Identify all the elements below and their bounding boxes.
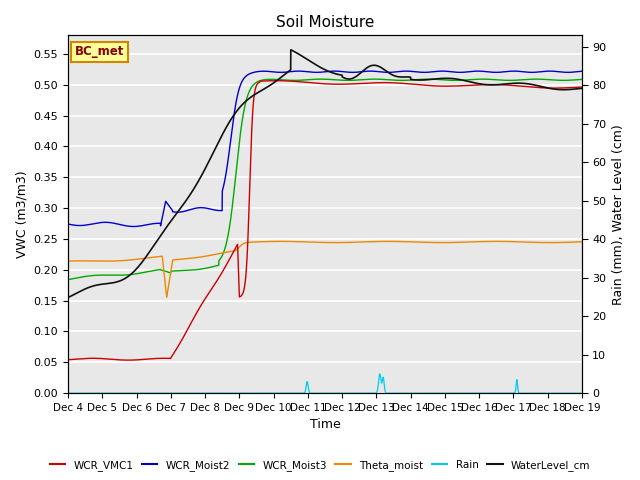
Y-axis label: VWC (m3/m3): VWC (m3/m3) xyxy=(15,170,28,258)
Text: BC_met: BC_met xyxy=(75,45,124,58)
Y-axis label: Rain (mm), Water Level (cm): Rain (mm), Water Level (cm) xyxy=(612,124,625,305)
Title: Soil Moisture: Soil Moisture xyxy=(276,15,374,30)
X-axis label: Time: Time xyxy=(310,419,340,432)
Legend: WCR_VMC1, WCR_Moist2, WCR_Moist3, Theta_moist, Rain, WaterLevel_cm: WCR_VMC1, WCR_Moist2, WCR_Moist3, Theta_… xyxy=(45,456,595,475)
